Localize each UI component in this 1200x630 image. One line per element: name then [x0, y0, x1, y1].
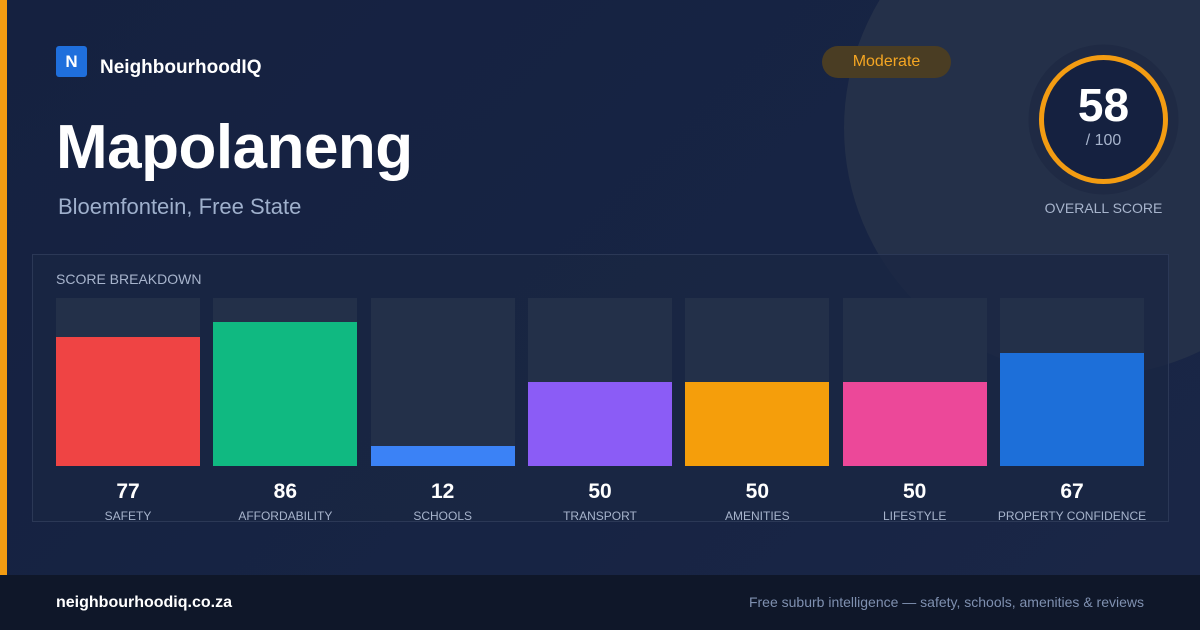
bar-track: [213, 298, 358, 466]
score-ring: [1028, 44, 1179, 195]
bar-lifestyle: [842, 382, 987, 466]
score-ring-stroke: [1039, 55, 1168, 184]
overall-score-max: / 100: [1085, 132, 1122, 149]
brand-name: NeighbourhoodIQ: [100, 57, 262, 78]
bar-category-label: TRANSPORT: [563, 509, 637, 523]
bar-column-transport: 50 TRANSPORT: [528, 298, 672, 523]
bar-category-label: SAFETY: [104, 509, 152, 523]
bar-transport: [528, 382, 672, 466]
bar-category-label: LIFESTYLE: [882, 509, 947, 523]
bar-value-label: 50: [745, 480, 769, 503]
bar-column-affordability: 86 AFFORDABILITY: [213, 298, 358, 523]
bar-track: [56, 298, 200, 466]
accent-bar: [0, 0, 7, 575]
bar-schools: [370, 445, 515, 466]
suburb-title: Mapolaneng: [56, 113, 413, 182]
bar-value-label: 50: [902, 480, 927, 503]
suburb-location: Bloemfontein, Free State: [58, 194, 302, 219]
bar-affordability: [213, 321, 358, 466]
bar-value-label: 50: [588, 480, 612, 503]
bar-track: [528, 298, 672, 466]
logo-icon: N: [56, 46, 87, 77]
bar-category-label: SCHOOLS: [413, 509, 472, 523]
bar-track: [1000, 298, 1144, 466]
bar-category-label: PROPERTY CONFIDENCE: [997, 509, 1147, 523]
footer-tagline: Free suburb intelligence — safety, schoo…: [748, 594, 1144, 610]
footer-url: neighbourhoodiq.co.za: [56, 594, 232, 611]
overall-score-caption: OVERALL SCORE: [1044, 200, 1163, 216]
bar-safety: [56, 336, 200, 466]
bar-column-lifestyle: 50 LIFESTYLE: [842, 298, 987, 523]
bar-value-label: 12: [430, 480, 455, 503]
bar-value-label: 86: [273, 480, 297, 503]
bar-column-amenities: 50 AMENITIES: [685, 298, 830, 523]
bar-category-label: AMENITIES: [724, 509, 790, 523]
rating-badge: Moderate: [822, 46, 951, 78]
bar-property-confidence: [1000, 353, 1144, 466]
bar-column-safety: 77 SAFETY: [56, 298, 200, 523]
score-breakdown-title: SCORE BREAKDOWN: [56, 271, 202, 287]
bar-column-property-confidence: 67 PROPERTY CONFIDENCE: [998, 298, 1146, 523]
bar-category-label: AFFORDABILITY: [238, 509, 333, 523]
bar-track: [842, 298, 987, 466]
bar-track: [370, 298, 515, 466]
bar-column-schools: 12 SCHOOLS: [370, 298, 515, 523]
footer: [0, 575, 1200, 630]
bar-track: [685, 298, 830, 466]
score-breakdown-chart: 77 SAFETY 86 AFFORDABILITY 12 SCHOOLS 50 TRANSP…: [56, 298, 1146, 523]
bar-value-label: 77: [116, 480, 140, 503]
overall-score-value: 58: [1077, 79, 1130, 131]
bar-value-label: 67: [1060, 480, 1084, 503]
bar-amenities: [685, 382, 830, 466]
